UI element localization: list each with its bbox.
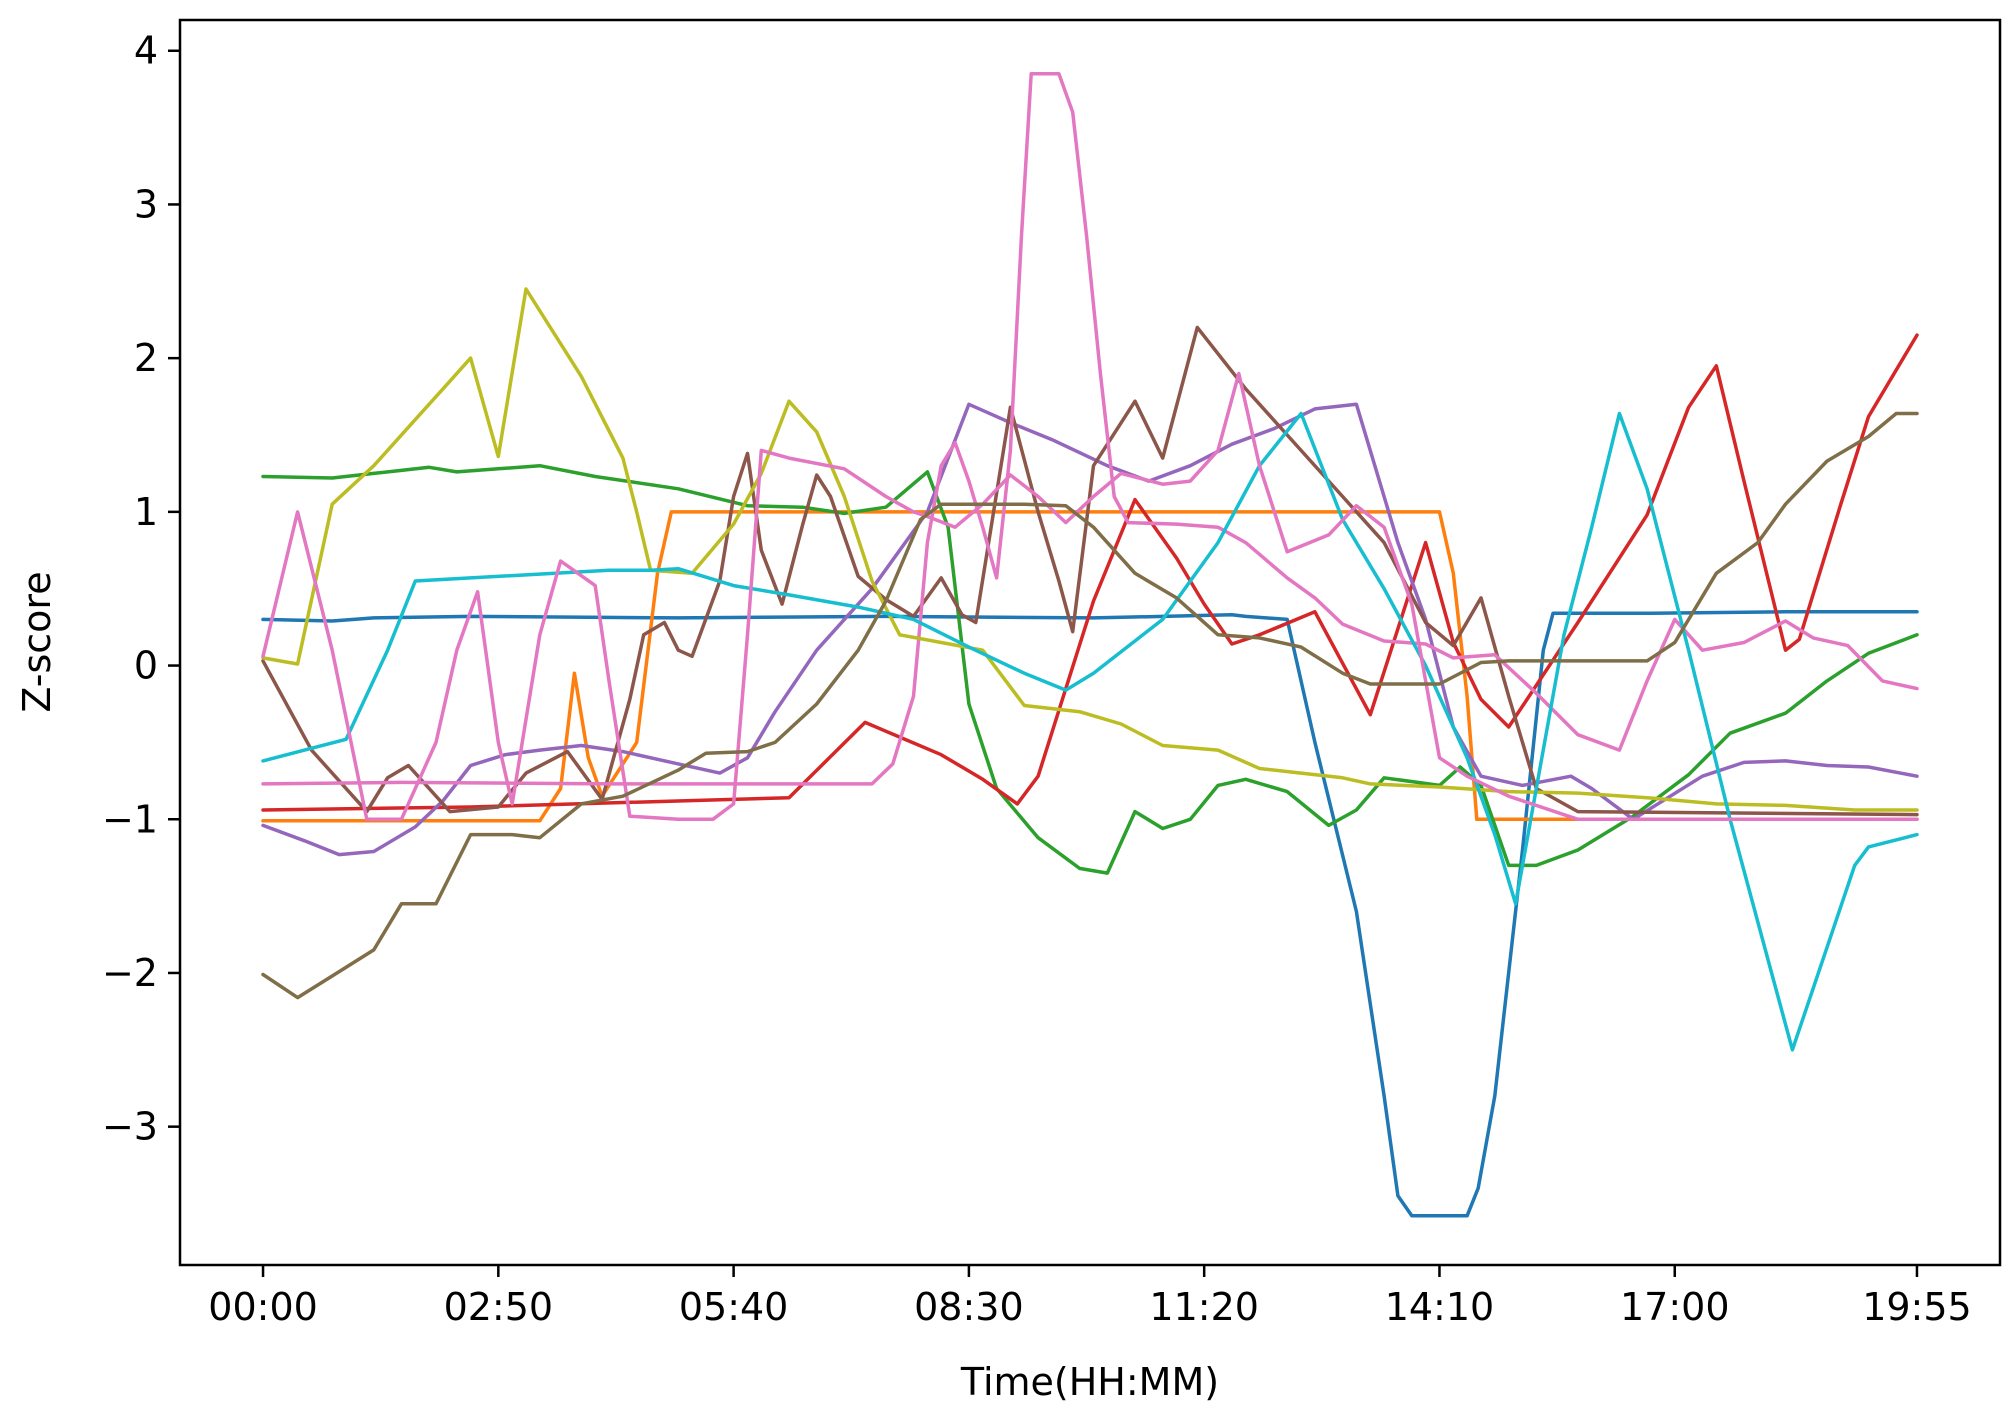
y-tick-label: −2: [102, 951, 158, 995]
x-axis-label: Time(HH:MM): [960, 1360, 1219, 1404]
x-tick-label: 17:00: [1620, 1285, 1730, 1329]
x-tick-label: 08:30: [914, 1285, 1024, 1329]
series-line-9: [261, 287, 1919, 812]
series-line-7: [261, 72, 1919, 786]
x-tick-label: 00:00: [208, 1285, 318, 1329]
y-tick-label: 4: [134, 29, 158, 73]
x-tick-label: 05:40: [679, 1285, 789, 1329]
plot-area-frame: [178, 18, 2002, 1267]
y-tick-label: 3: [134, 182, 158, 226]
y-axis: −3 −2 −1 0 1 2 3 4: [102, 29, 180, 1149]
x-tick-label: 19:55: [1862, 1285, 1972, 1329]
series-line-10: [261, 411, 1919, 1052]
series-line-1: [261, 610, 1919, 1218]
series-layer: [261, 72, 1919, 1218]
series-line-2: [261, 510, 1919, 823]
series-line-12: [261, 411, 1919, 1000]
y-tick-label: 0: [134, 644, 158, 688]
x-axis: 00:00 02:50 05:40 08:30 11:20 14:10 17:00 19:55: [208, 1265, 1972, 1329]
y-tick-label: 1: [134, 490, 158, 534]
series-line-11: [261, 371, 1919, 822]
y-tick-label: 2: [134, 336, 158, 380]
series-line-4: [261, 333, 1919, 812]
series-line-6: [261, 325, 1919, 817]
y-axis-label: Z-score: [15, 571, 59, 712]
series-line-3: [261, 463, 1919, 875]
y-tick-label: −3: [102, 1105, 158, 1149]
x-tick-label: 14:10: [1385, 1285, 1495, 1329]
x-tick-label: 02:50: [444, 1285, 554, 1329]
y-tick-label: −1: [102, 797, 158, 841]
x-tick-label: 11:20: [1149, 1285, 1259, 1329]
